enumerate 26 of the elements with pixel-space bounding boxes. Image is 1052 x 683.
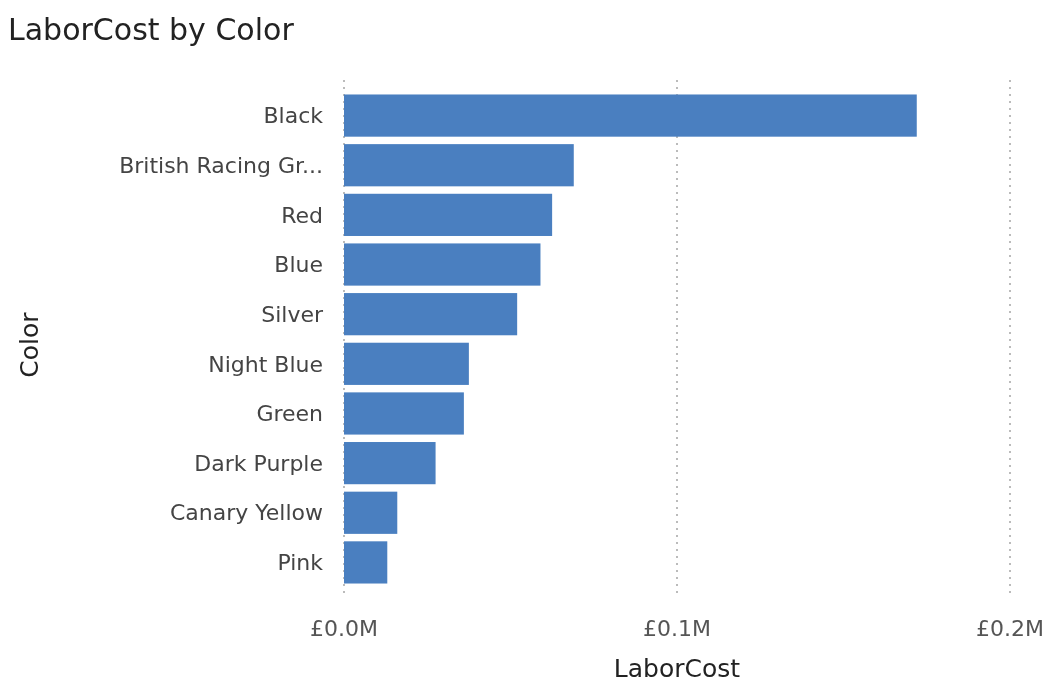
x-axis-title: LaborCost — [613, 654, 741, 683]
y-axis-title: Color — [15, 311, 44, 378]
y-tick-label: Green — [256, 401, 323, 427]
bar — [344, 442, 436, 485]
x-tick-label: £0.2M — [976, 616, 1044, 641]
bar — [344, 94, 917, 137]
bar — [344, 193, 553, 236]
x-tick-label: £0.0M — [310, 616, 378, 641]
bar — [344, 293, 518, 336]
y-tick-label: British Racing Gr... — [119, 152, 323, 178]
bar — [344, 392, 464, 435]
bar — [344, 491, 398, 534]
bar — [344, 144, 574, 187]
y-tick-label: Red — [281, 202, 323, 228]
x-tick-label: £0.1M — [643, 616, 711, 641]
bar — [344, 243, 541, 286]
bar — [344, 541, 388, 584]
y-tick-label: Canary Yellow — [169, 500, 323, 526]
chart-title: LaborCost by Color — [8, 12, 295, 47]
y-tick-label: Dark Purple — [194, 450, 323, 476]
y-tick-label: Pink — [277, 550, 324, 576]
y-tick-label: Blue — [274, 252, 323, 278]
bar — [344, 342, 469, 385]
y-tick-label: Night Blue — [208, 351, 323, 377]
y-tick-label: Black — [263, 103, 324, 129]
y-tick-label: Silver — [261, 301, 324, 327]
